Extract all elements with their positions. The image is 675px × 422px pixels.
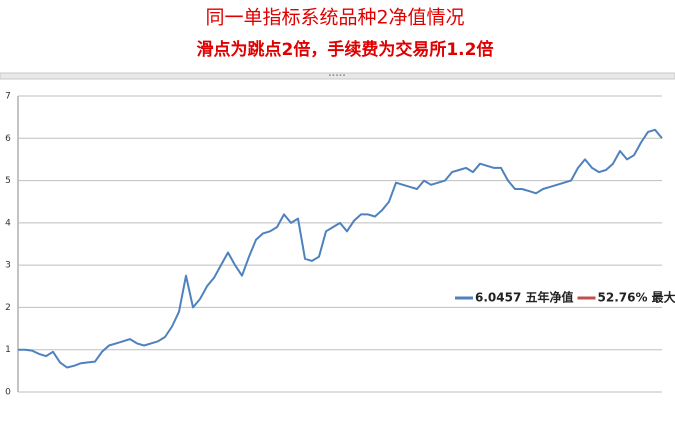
y-tick-label: 3 — [5, 261, 11, 271]
divider — [0, 72, 675, 80]
series-line — [18, 128, 663, 369]
y-tick-label: 6 — [5, 134, 11, 144]
legend-label: 6.0457 五年净值 — [475, 290, 574, 305]
chart-title: 同一单指标系统品种2净值情况 — [205, 7, 464, 29]
y-tick-label: 1 — [5, 345, 11, 355]
y-tick-label: 2 — [5, 303, 11, 313]
y-tick-label: 0 — [5, 388, 11, 398]
y-tick-label: 5 — [5, 176, 11, 186]
legend-label: 52.76% 最大回撤 — [598, 290, 675, 305]
chart-subtitle: 滑点为跳点2倍，手续费为交易所1.2倍 — [197, 39, 494, 60]
y-tick-label: 7 — [5, 92, 11, 102]
y-tick-label: 4 — [5, 218, 11, 228]
divider-grip: ••••• — [328, 73, 346, 80]
